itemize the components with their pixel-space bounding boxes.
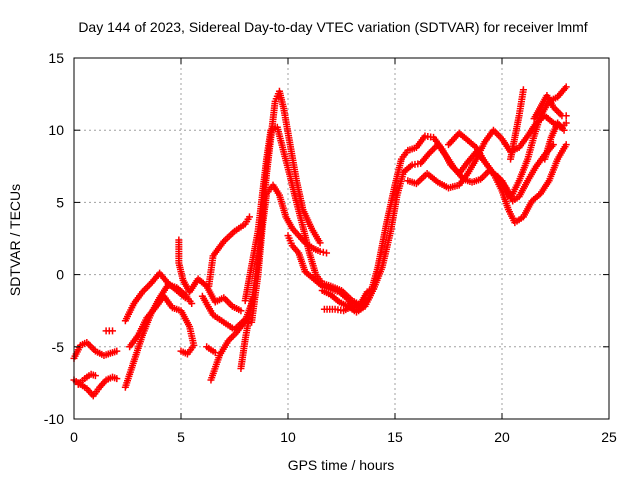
x-tick-label: 20 <box>494 429 510 445</box>
data-point <box>211 349 219 357</box>
data-point <box>113 375 121 383</box>
data-point <box>109 327 117 335</box>
y-tick-label: -5 <box>52 339 65 355</box>
grid <box>74 58 609 419</box>
y-tick-label: -10 <box>44 411 64 427</box>
data-point <box>562 141 570 149</box>
data-markers <box>70 83 570 400</box>
data-point <box>316 239 324 247</box>
axis-ticks: 0 5 10 15 20 25 -10 -5 0 5 10 15 <box>44 50 617 445</box>
data-point <box>91 372 99 380</box>
data-point <box>519 86 527 94</box>
data-point <box>177 347 185 355</box>
x-tick-label: 15 <box>387 429 403 445</box>
x-tick-label: 5 <box>177 429 185 445</box>
y-tick-label: 10 <box>48 122 64 138</box>
data-point <box>562 119 570 127</box>
data-point <box>245 213 253 221</box>
plot-frame <box>73 57 610 420</box>
data-point <box>323 249 331 257</box>
x-tick-label: 25 <box>601 429 617 445</box>
y-axis-label: SDTVAR / TECUs <box>7 184 23 296</box>
x-tick-label: 0 <box>70 429 78 445</box>
data-point <box>562 83 570 91</box>
data-point <box>113 347 121 355</box>
data-point <box>237 307 245 315</box>
data-point <box>560 126 568 134</box>
y-tick-label: 5 <box>56 194 64 210</box>
x-tick-label: 10 <box>280 429 296 445</box>
y-tick-label: 15 <box>48 50 64 66</box>
x-axis-label: GPS time / hours <box>288 457 395 473</box>
data-point <box>562 112 570 120</box>
data-point <box>181 294 189 302</box>
chart-title: Day 144 of 2023, Sidereal Day-to-day VTE… <box>78 19 587 35</box>
y-tick-label: 0 <box>56 267 64 283</box>
data-point <box>188 299 196 307</box>
